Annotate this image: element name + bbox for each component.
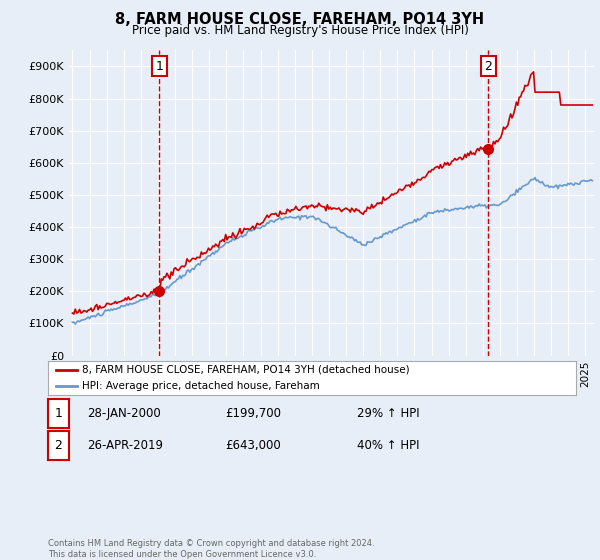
Text: 40% ↑ HPI: 40% ↑ HPI — [357, 439, 419, 452]
Text: 2: 2 — [55, 439, 62, 452]
Text: £643,000: £643,000 — [225, 439, 281, 452]
Text: Price paid vs. HM Land Registry's House Price Index (HPI): Price paid vs. HM Land Registry's House … — [131, 24, 469, 37]
Text: Contains HM Land Registry data © Crown copyright and database right 2024.
This d: Contains HM Land Registry data © Crown c… — [48, 539, 374, 559]
Text: HPI: Average price, detached house, Fareham: HPI: Average price, detached house, Fare… — [82, 381, 320, 391]
Text: 2: 2 — [485, 59, 493, 73]
Text: 8, FARM HOUSE CLOSE, FAREHAM, PO14 3YH: 8, FARM HOUSE CLOSE, FAREHAM, PO14 3YH — [115, 12, 485, 27]
Text: 26-APR-2019: 26-APR-2019 — [87, 439, 163, 452]
Text: 29% ↑ HPI: 29% ↑ HPI — [357, 407, 419, 421]
Text: 1: 1 — [55, 407, 62, 421]
Text: 1: 1 — [155, 59, 163, 73]
Text: £199,700: £199,700 — [225, 407, 281, 421]
Text: 28-JAN-2000: 28-JAN-2000 — [87, 407, 161, 421]
Text: 8, FARM HOUSE CLOSE, FAREHAM, PO14 3YH (detached house): 8, FARM HOUSE CLOSE, FAREHAM, PO14 3YH (… — [82, 365, 410, 375]
